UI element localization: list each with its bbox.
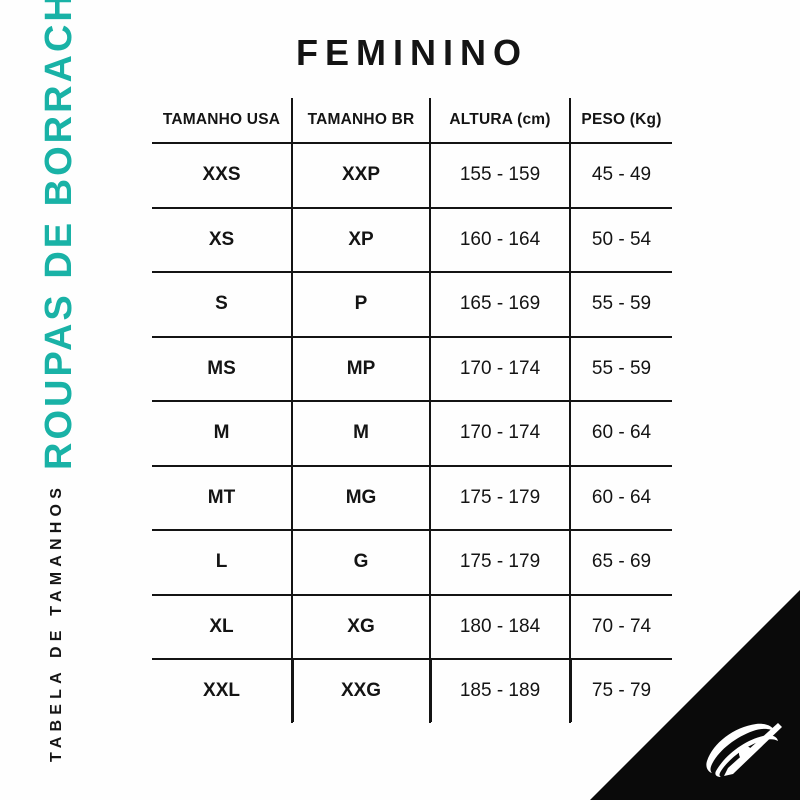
size-table-container: TAMANHO USA TAMANHO BR ALTURA (cm) PESO …	[152, 98, 672, 723]
cell-usa: S	[152, 272, 293, 338]
cell-usa: L	[152, 530, 293, 596]
cell-altura: 175 - 179	[430, 530, 571, 596]
cell-br: M	[292, 401, 431, 467]
cell-peso: 45 - 49	[570, 143, 672, 209]
cell-altura: 170 - 174	[430, 401, 571, 467]
cell-altura: 170 - 174	[430, 336, 571, 402]
table-row: MT MG 175 - 179 60 - 64	[152, 465, 672, 531]
column-header-altura: ALTURA (cm)	[430, 98, 571, 144]
column-header-br: TAMANHO BR	[292, 98, 431, 144]
cell-peso: 55 - 59	[570, 272, 672, 338]
table-row: XL XG 180 - 184 70 - 74	[152, 594, 672, 660]
sidebar-brand-title: ROUPAS DE BORRACHA	[37, 0, 80, 470]
cell-peso: 70 - 74	[570, 594, 672, 660]
cell-usa: XS	[152, 207, 293, 273]
cell-usa: M	[152, 401, 293, 467]
cell-br: XXG	[292, 659, 431, 723]
cell-br: XP	[292, 207, 431, 273]
leaf-lens-logo-icon	[700, 714, 784, 782]
cell-altura: 155 - 159	[430, 143, 571, 209]
table-row: M M 170 - 174 60 - 64	[152, 401, 672, 467]
cell-br: MP	[292, 336, 431, 402]
cell-br: G	[292, 530, 431, 596]
cell-altura: 160 - 164	[430, 207, 571, 273]
sidebar-subtitle: TABELA DE TAMANHOS	[48, 482, 65, 762]
cell-br: P	[292, 272, 431, 338]
page-title: FEMININO	[296, 32, 528, 73]
cell-peso: 60 - 64	[570, 401, 672, 467]
cell-usa: MS	[152, 336, 293, 402]
column-header-usa: TAMANHO USA	[152, 98, 293, 144]
size-table: TAMANHO USA TAMANHO BR ALTURA (cm) PESO …	[152, 98, 672, 723]
cell-altura: 165 - 169	[430, 272, 571, 338]
table-header-row: TAMANHO USA TAMANHO BR ALTURA (cm) PESO …	[152, 98, 672, 144]
table-row: MS MP 170 - 174 55 - 59	[152, 336, 672, 402]
table-header: TAMANHO USA TAMANHO BR ALTURA (cm) PESO …	[152, 98, 672, 144]
cell-peso: 65 - 69	[570, 530, 672, 596]
table-row: XXS XXP 155 - 159 45 - 49	[152, 143, 672, 209]
cell-altura: 185 - 189	[430, 659, 571, 723]
cell-peso: 50 - 54	[570, 207, 672, 273]
column-header-peso: PESO (Kg)	[570, 98, 672, 144]
table-body: XXS XXP 155 - 159 45 - 49 XS XP 160 - 16…	[152, 143, 672, 723]
cell-usa: XL	[152, 594, 293, 660]
table-row: L G 175 - 179 65 - 69	[152, 530, 672, 596]
cell-br: XXP	[292, 143, 431, 209]
table-row: XS XP 160 - 164 50 - 54	[152, 207, 672, 273]
cell-usa: XXS	[152, 143, 293, 209]
cell-usa: XXL	[152, 659, 293, 723]
table-row: XXL XXG 185 - 189 75 - 79	[152, 659, 672, 723]
cell-altura: 175 - 179	[430, 465, 571, 531]
cell-peso: 60 - 64	[570, 465, 672, 531]
cell-br: MG	[292, 465, 431, 531]
cell-peso: 55 - 59	[570, 336, 672, 402]
cell-peso: 75 - 79	[591, 680, 652, 702]
table-row: S P 165 - 169 55 - 59	[152, 272, 672, 338]
cell-br: XG	[292, 594, 431, 660]
cell-usa: MT	[152, 465, 293, 531]
cell-altura: 180 - 184	[430, 594, 571, 660]
